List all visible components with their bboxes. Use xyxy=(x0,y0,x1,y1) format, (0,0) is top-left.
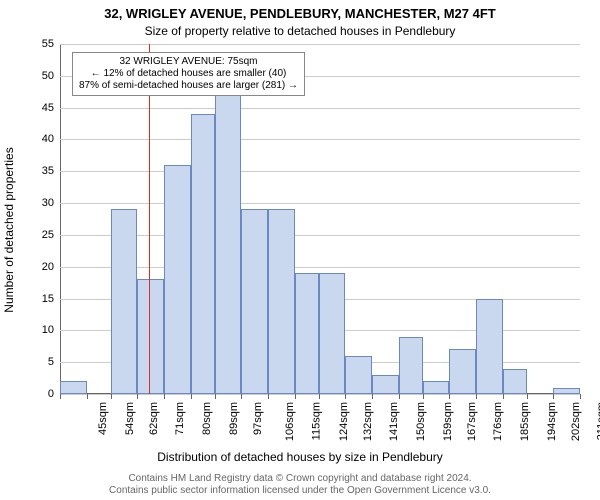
x-tick xyxy=(268,394,269,399)
x-tick-label: 211sqm xyxy=(596,402,600,440)
y-tick-label: 40 xyxy=(42,133,54,145)
x-tick xyxy=(527,394,528,399)
histogram-bar xyxy=(503,369,527,394)
x-tick-label: 97sqm xyxy=(252,402,264,435)
x-tick xyxy=(111,394,112,399)
x-tick-label: 71sqm xyxy=(174,402,186,435)
x-tick xyxy=(476,394,477,399)
histogram-bar xyxy=(60,381,87,394)
y-tick-label: 10 xyxy=(42,324,54,336)
x-tick-label: 150sqm xyxy=(415,402,427,441)
annotation-box: 32 WRIGLEY AVENUE: 75sqm← 12% of detache… xyxy=(72,52,305,96)
x-tick-label: 54sqm xyxy=(124,402,136,435)
x-tick-label: 132sqm xyxy=(362,402,374,441)
footer-line: Contains HM Land Registry data © Crown c… xyxy=(0,473,600,485)
x-tick-label: 167sqm xyxy=(466,402,478,441)
x-tick xyxy=(137,394,138,399)
y-axis-line xyxy=(60,44,61,394)
x-tick-label: 80sqm xyxy=(201,402,213,435)
histogram-bar xyxy=(191,114,215,394)
histogram-bar xyxy=(241,209,268,394)
y-tick-label: 20 xyxy=(42,261,54,273)
x-tick xyxy=(449,394,450,399)
histogram-bar xyxy=(111,209,138,394)
y-tick-label: 45 xyxy=(42,102,54,114)
histogram-bar xyxy=(137,279,164,394)
x-tick xyxy=(503,394,504,399)
y-tick-label: 55 xyxy=(42,38,54,50)
x-tick xyxy=(372,394,373,399)
grid-line xyxy=(60,171,580,172)
y-tick-label: 25 xyxy=(42,229,54,241)
footer-line: Contains public sector information licen… xyxy=(0,485,600,497)
x-tick xyxy=(399,394,400,399)
grid-line xyxy=(60,235,580,236)
annotation-line: 87% of semi-detached houses are larger (… xyxy=(79,80,298,92)
x-tick xyxy=(164,394,165,399)
x-tick xyxy=(241,394,242,399)
y-axis-label: Number of detached properties xyxy=(2,147,16,312)
x-tick xyxy=(87,394,88,399)
grid-line xyxy=(60,203,580,204)
annotation-line: ← 12% of detached houses are smaller (40… xyxy=(79,68,298,80)
x-tick xyxy=(580,394,581,399)
x-tick xyxy=(553,394,554,399)
histogram-bar xyxy=(345,356,372,394)
histogram-bar xyxy=(449,349,476,394)
plot-area: 051015202530354045505545sqm54sqm62sqm71s… xyxy=(60,44,580,394)
histogram-bar xyxy=(423,381,450,394)
y-tick-label: 30 xyxy=(42,197,54,209)
reference-line xyxy=(149,44,150,394)
x-tick-label: 141sqm xyxy=(388,402,400,441)
grid-line xyxy=(60,108,580,109)
histogram-bar xyxy=(268,209,295,394)
footer-attribution: Contains HM Land Registry data © Crown c… xyxy=(0,473,600,496)
x-tick xyxy=(191,394,192,399)
x-tick xyxy=(319,394,320,399)
chart-container: 32, WRIGLEY AVENUE, PENDLEBURY, MANCHEST… xyxy=(0,0,600,500)
x-tick-label: 202sqm xyxy=(570,402,582,441)
x-tick-label: 159sqm xyxy=(442,402,454,441)
x-tick-label: 62sqm xyxy=(148,402,160,435)
x-tick-label: 124sqm xyxy=(338,402,350,441)
x-tick-label: 176sqm xyxy=(492,402,504,441)
grid-line xyxy=(60,267,580,268)
y-tick-label: 5 xyxy=(48,356,54,368)
x-tick xyxy=(345,394,346,399)
x-tick-label: 185sqm xyxy=(519,402,531,441)
y-tick-label: 15 xyxy=(42,293,54,305)
histogram-bar xyxy=(215,95,242,394)
x-tick xyxy=(423,394,424,399)
grid-line xyxy=(60,139,580,140)
x-tick-label: 89sqm xyxy=(228,402,240,435)
histogram-bar xyxy=(476,299,503,394)
histogram-bar xyxy=(553,388,580,394)
histogram-bar xyxy=(399,337,423,394)
x-tick-label: 115sqm xyxy=(310,402,322,440)
histogram-bar xyxy=(164,165,191,394)
histogram-bar xyxy=(295,273,319,394)
x-tick-label: 194sqm xyxy=(546,402,558,441)
histogram-bar xyxy=(372,375,399,394)
annotation-line: 32 WRIGLEY AVENUE: 75sqm xyxy=(79,56,298,68)
x-tick xyxy=(60,394,61,399)
grid-line xyxy=(60,44,580,45)
x-tick-label: 106sqm xyxy=(284,402,296,441)
y-tick-label: 50 xyxy=(42,70,54,82)
x-tick xyxy=(295,394,296,399)
y-tick-label: 35 xyxy=(42,165,54,177)
x-tick-label: 45sqm xyxy=(97,402,109,435)
histogram-bar xyxy=(319,273,346,394)
chart-subtitle: Size of property relative to detached ho… xyxy=(0,24,600,38)
chart-title: 32, WRIGLEY AVENUE, PENDLEBURY, MANCHEST… xyxy=(0,6,600,21)
x-tick xyxy=(215,394,216,399)
x-axis-label: Distribution of detached houses by size … xyxy=(0,450,600,464)
y-tick-label: 0 xyxy=(48,388,54,400)
